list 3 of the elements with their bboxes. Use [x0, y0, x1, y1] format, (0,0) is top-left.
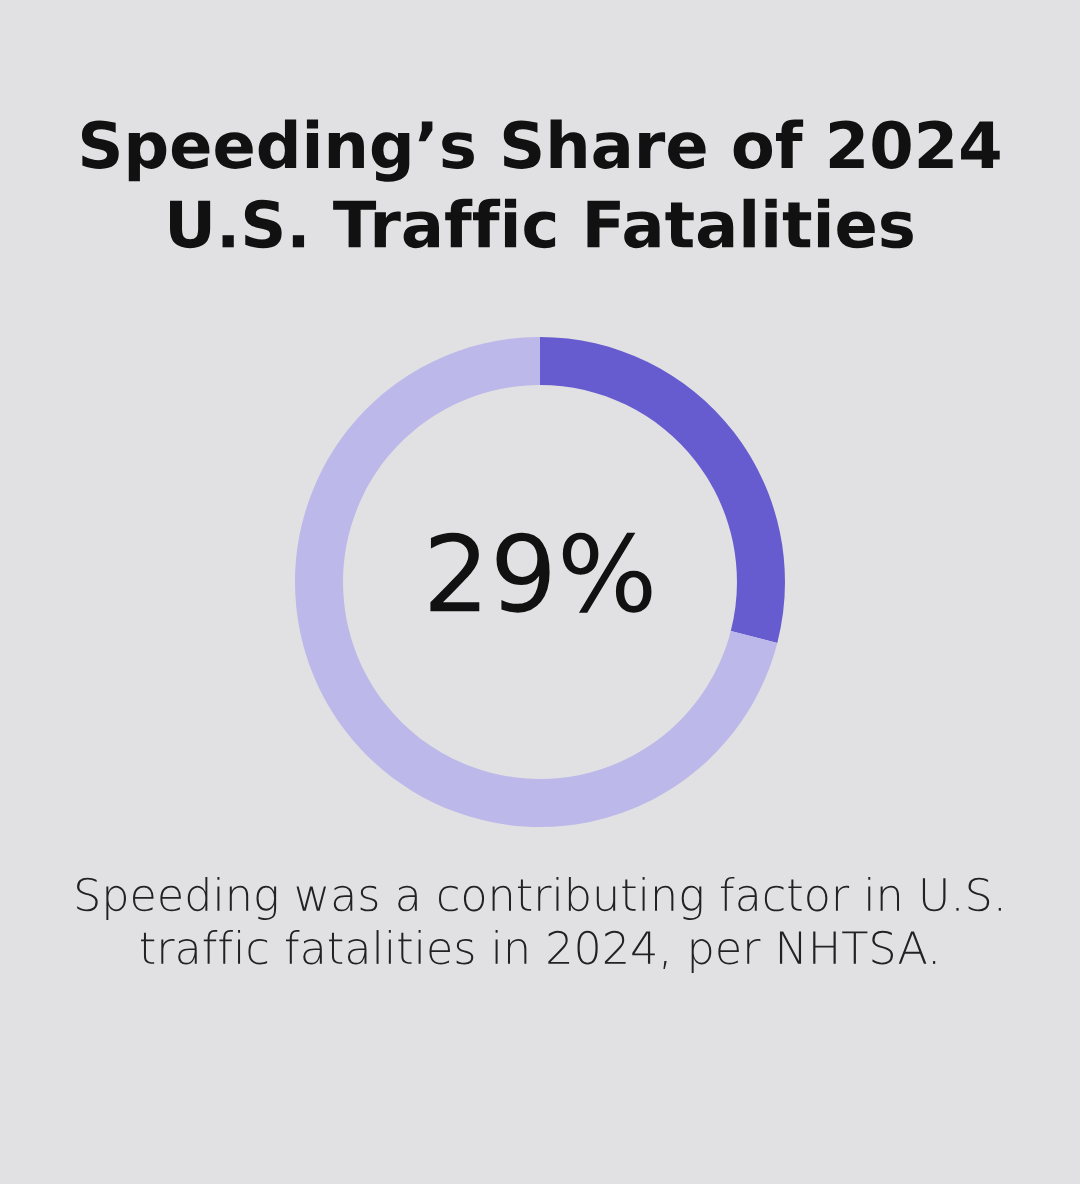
text: 29% [430, 532, 652, 613]
text: Speeding was a contributing factor in U.S. traffic fatalities in 2024, per NHTSA. [77, 876, 1001, 974]
chart-title: Speeding’s Share of 2024 U.S. Traffic Fatalities [81, 119, 1000, 249]
